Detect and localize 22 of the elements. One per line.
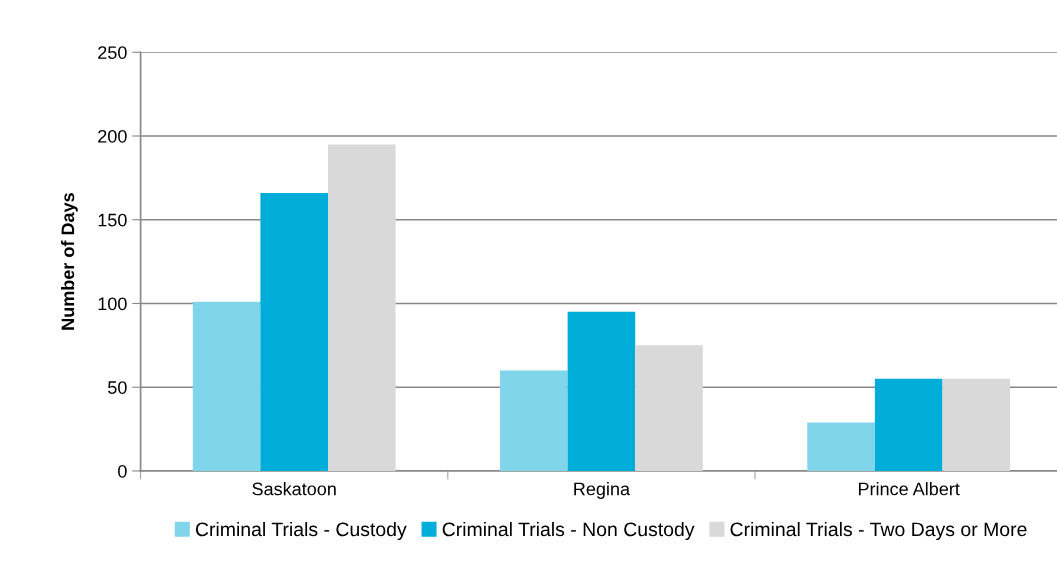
x-tick-label: Prince Albert: [858, 482, 960, 496]
legend-label: Criminal Trials - Non Custody: [442, 521, 695, 541]
x-tick-label: Regina: [574, 482, 631, 499]
y-tick-label: 200: [98, 129, 127, 143]
legend-label: Criminal Trials - Custody: [195, 521, 407, 541]
bar: [192, 301, 261, 471]
bar: [942, 378, 1011, 471]
bar: [874, 378, 943, 471]
bar: [567, 311, 636, 471]
x-tick-label: Saskatoon: [252, 482, 336, 496]
bar: [260, 192, 328, 471]
bar: [635, 345, 703, 471]
y-tick-label: 0: [118, 464, 127, 478]
y-axis-title: Number of Days: [60, 193, 78, 330]
y-tick-label: 150: [98, 213, 127, 227]
legend-label: Criminal Trials - Two Days or More: [730, 521, 1027, 541]
y-tick-label: 100: [98, 297, 127, 311]
bar: [500, 370, 568, 471]
y-tick-label: 50: [108, 381, 127, 394]
bar: [327, 144, 396, 471]
y-tick-label: 250: [98, 46, 127, 59]
bar: [807, 422, 875, 471]
